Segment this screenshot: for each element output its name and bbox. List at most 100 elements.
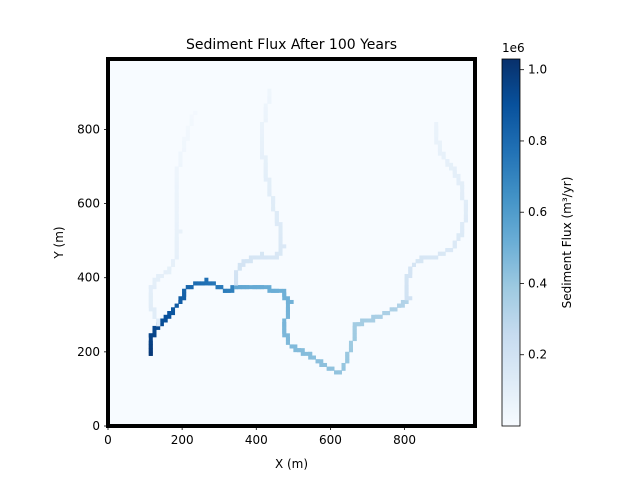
flux-cell <box>404 292 409 297</box>
flux-cell <box>259 251 264 256</box>
flux-cell <box>237 262 242 267</box>
x-tick-label: 0 <box>104 433 112 447</box>
flux-cell <box>274 214 279 219</box>
flux-cell <box>441 251 446 256</box>
flux-cell <box>159 274 164 279</box>
flux-cell <box>167 314 172 319</box>
flux-cell <box>259 285 264 290</box>
flux-cell <box>237 285 242 290</box>
flux-cell <box>178 229 183 234</box>
y-tick-label: 0 <box>92 419 100 433</box>
flux-cell <box>460 229 465 234</box>
flux-cell <box>189 285 194 290</box>
flux-cell <box>204 281 209 286</box>
flux-cell <box>234 281 239 286</box>
flux-cell <box>460 222 465 227</box>
flux-cell <box>174 166 179 171</box>
flux-cell <box>182 288 187 293</box>
flux-cell <box>419 259 424 264</box>
colorbar-tick-label: 0.8 <box>528 134 547 148</box>
flux-cell <box>163 270 168 275</box>
flux-cell <box>308 351 313 356</box>
flux-cell <box>204 277 209 282</box>
flux-cell <box>182 147 187 152</box>
flux-cell <box>241 285 246 290</box>
flux-cell <box>148 348 153 353</box>
flux-cell <box>441 151 446 156</box>
flux-cell <box>449 162 454 167</box>
x-tick-label: 200 <box>171 433 194 447</box>
flux-cell <box>356 322 361 327</box>
flux-cell <box>285 340 290 345</box>
heatmap-background <box>108 59 475 426</box>
flux-cell <box>282 318 287 323</box>
flux-cell <box>211 281 216 286</box>
flux-cell <box>174 177 179 182</box>
flux-cell <box>219 285 224 290</box>
flux-cell <box>148 292 153 297</box>
flux-cell <box>174 210 179 215</box>
flux-cell <box>434 122 439 127</box>
flux-cell <box>293 344 298 349</box>
flux-cell <box>285 314 290 319</box>
flux-cell <box>263 162 268 167</box>
flux-cell <box>360 318 365 323</box>
flux-cell <box>386 311 391 316</box>
y-tick-label: 400 <box>77 271 100 285</box>
y-axis-label: Y (m) <box>52 226 66 259</box>
flux-cell <box>159 322 164 327</box>
colorbar-tick-label: 0.2 <box>528 348 547 362</box>
flux-cell <box>456 233 461 238</box>
flux-cell <box>463 210 468 215</box>
flux-cell <box>434 125 439 130</box>
flux-cell <box>178 162 183 167</box>
flux-cell <box>460 233 465 238</box>
flux-cell <box>319 359 324 364</box>
flux-cell <box>148 344 153 349</box>
flux-cell <box>174 222 179 227</box>
flux-cell <box>174 225 179 230</box>
flux-cell <box>263 173 268 178</box>
flux-cell <box>345 351 350 356</box>
x-axis-ticks: 0 200 400 600 800 <box>104 426 416 447</box>
y-axis-ticks: 0 200 400 600 800 <box>77 122 108 433</box>
flux-cell <box>152 307 157 312</box>
flux-cell <box>174 207 179 212</box>
y-tick-label: 200 <box>77 345 100 359</box>
flux-cell <box>230 288 235 293</box>
flux-cell <box>419 255 424 260</box>
flux-cell <box>182 144 187 149</box>
flux-cell <box>148 285 153 290</box>
flux-cell <box>174 218 179 223</box>
flux-cell <box>400 299 405 304</box>
flux-cell <box>282 288 287 293</box>
flux-cell <box>189 114 194 119</box>
flux-cell <box>148 303 153 308</box>
flux-cell <box>167 311 172 316</box>
flux-cell <box>367 318 372 323</box>
flux-cell <box>152 333 157 338</box>
flux-cell <box>182 296 187 301</box>
colorbar <box>501 58 521 427</box>
flux-cell <box>378 314 383 319</box>
flux-cell <box>397 303 402 308</box>
flux-cell <box>271 196 276 201</box>
flux-cell <box>148 299 153 304</box>
flux-cell <box>341 366 346 371</box>
flux-cell <box>148 340 153 345</box>
flux-cell <box>193 281 198 286</box>
flux-cell <box>278 229 283 234</box>
flux-cell <box>267 285 272 290</box>
flux-cell <box>241 262 246 267</box>
flux-cell <box>189 118 194 123</box>
flux-cell <box>460 196 465 201</box>
flux-cell <box>278 240 283 245</box>
flux-cell <box>226 288 231 293</box>
flux-cell <box>163 318 168 323</box>
flux-cell <box>271 199 276 204</box>
flux-cell <box>371 318 376 323</box>
flux-cell <box>319 362 324 367</box>
flux-cell <box>323 362 328 367</box>
flux-cell <box>167 266 172 271</box>
flux-cell <box>285 311 290 316</box>
